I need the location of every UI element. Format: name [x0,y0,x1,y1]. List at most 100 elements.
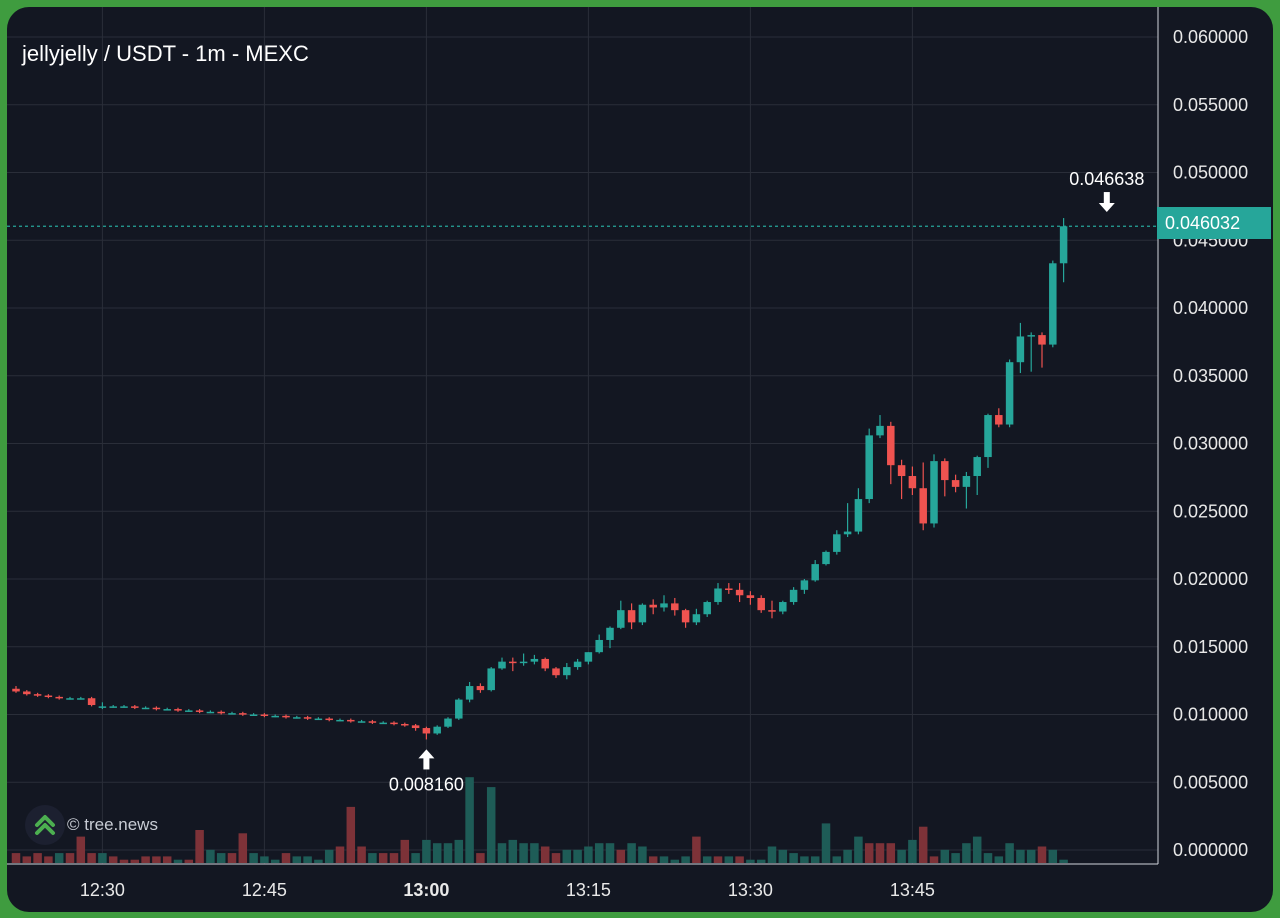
candle-body[interactable] [606,627,614,640]
volume-bar [1037,846,1047,863]
candle-body[interactable] [584,652,593,662]
candle-body[interactable] [163,709,171,711]
candle-body[interactable] [649,604,657,608]
candle-body[interactable] [671,603,679,611]
candle-body[interactable] [77,698,85,700]
candle-body[interactable] [714,588,722,603]
candle-body[interactable] [768,610,776,612]
candle-body[interactable] [465,686,474,700]
candle-body[interactable] [1049,263,1057,345]
candle-body[interactable] [379,722,387,725]
candle-body[interactable] [552,668,560,676]
candle-body[interactable] [303,717,312,719]
candle-body[interactable] [703,602,711,615]
candle-body[interactable] [271,715,279,718]
candle-body[interactable] [595,639,603,653]
candle-body[interactable] [995,415,1003,425]
candle-body[interactable] [573,661,582,668]
candle-body[interactable] [174,709,182,711]
candle-body[interactable] [725,588,733,590]
candle-body[interactable] [789,589,798,603]
candle-body[interactable] [822,551,830,565]
candle-body[interactable] [249,714,258,717]
candle-body[interactable] [811,564,819,581]
candle-body[interactable] [390,722,398,725]
candle-body[interactable] [800,580,809,590]
candle-body[interactable] [444,718,452,727]
candle-body[interactable] [23,691,31,695]
candle-body[interactable] [217,711,225,714]
candle-body[interactable] [746,595,755,598]
chart-canvas[interactable]: 0.0600000.0550000.0500000.0450000.040000… [7,7,1273,912]
candle-body[interactable] [131,706,139,708]
candle-body[interactable] [87,698,96,706]
candle-body[interactable] [98,706,107,708]
candle-body[interactable] [1027,335,1035,337]
candle-body[interactable] [627,610,636,623]
candle-body[interactable] [109,706,117,708]
candle-body[interactable] [509,661,517,664]
candle-body[interactable] [951,480,960,487]
candle-body[interactable] [401,723,409,726]
candle-body[interactable] [908,476,917,489]
candle-body[interactable] [876,425,884,436]
candle-body[interactable] [66,698,74,700]
candle-body[interactable] [897,465,906,477]
candle-body[interactable] [120,706,128,708]
candle-body[interactable] [1016,336,1025,363]
candle-body[interactable] [195,710,204,712]
candle-body[interactable] [152,707,161,710]
candle-body[interactable] [692,614,701,623]
candle-body[interactable] [638,604,647,623]
candle-body[interactable] [422,728,431,734]
candle-body[interactable] [239,713,247,715]
candle-body[interactable] [563,667,571,676]
candle-body[interactable] [962,476,971,487]
candle-body[interactable] [357,721,366,723]
candle-body[interactable] [1038,335,1046,345]
candle-body[interactable] [660,603,668,608]
candle-body[interactable] [617,610,625,628]
candle-body[interactable] [260,714,269,717]
candle-body[interactable] [930,461,938,524]
candle-body[interactable] [865,435,873,500]
candle-body[interactable] [411,725,420,729]
candle-body[interactable] [941,461,949,481]
candle-body[interactable] [185,710,193,712]
candle-body[interactable] [735,589,744,596]
candle-body[interactable] [681,610,690,623]
candle-body[interactable] [12,688,20,692]
candle-body[interactable] [282,715,290,718]
candle-body[interactable] [541,658,549,669]
candle-body[interactable] [33,694,42,696]
candle-body[interactable] [336,719,344,722]
candle-body[interactable] [519,661,528,664]
candle-body[interactable] [141,707,150,710]
candle-body[interactable] [843,531,852,535]
candle-body[interactable] [487,668,495,691]
candle-body[interactable] [973,457,981,477]
candle-body[interactable] [833,534,841,552]
candle-body[interactable] [433,726,441,734]
candle-body[interactable] [984,415,992,458]
candle-body[interactable] [1059,226,1068,264]
candle-body[interactable] [44,695,53,698]
candle-body[interactable] [498,661,506,669]
candle-body[interactable] [779,602,787,612]
candle-body[interactable] [293,717,301,719]
candle-body[interactable] [919,488,927,524]
candle-body[interactable] [368,721,377,723]
candle-body[interactable] [228,713,236,715]
candle-body[interactable] [455,699,463,719]
candle-body[interactable] [347,719,355,722]
candle-body[interactable] [476,686,485,691]
candle-body[interactable] [887,425,895,466]
candle-body[interactable] [55,696,63,699]
candle-body[interactable] [757,597,765,611]
candle-body[interactable] [206,711,215,714]
candle-body[interactable] [314,718,323,721]
candle-body[interactable] [530,658,539,662]
candle-body[interactable] [1005,362,1014,425]
candle-body[interactable] [325,718,333,721]
candle-body[interactable] [854,499,863,532]
